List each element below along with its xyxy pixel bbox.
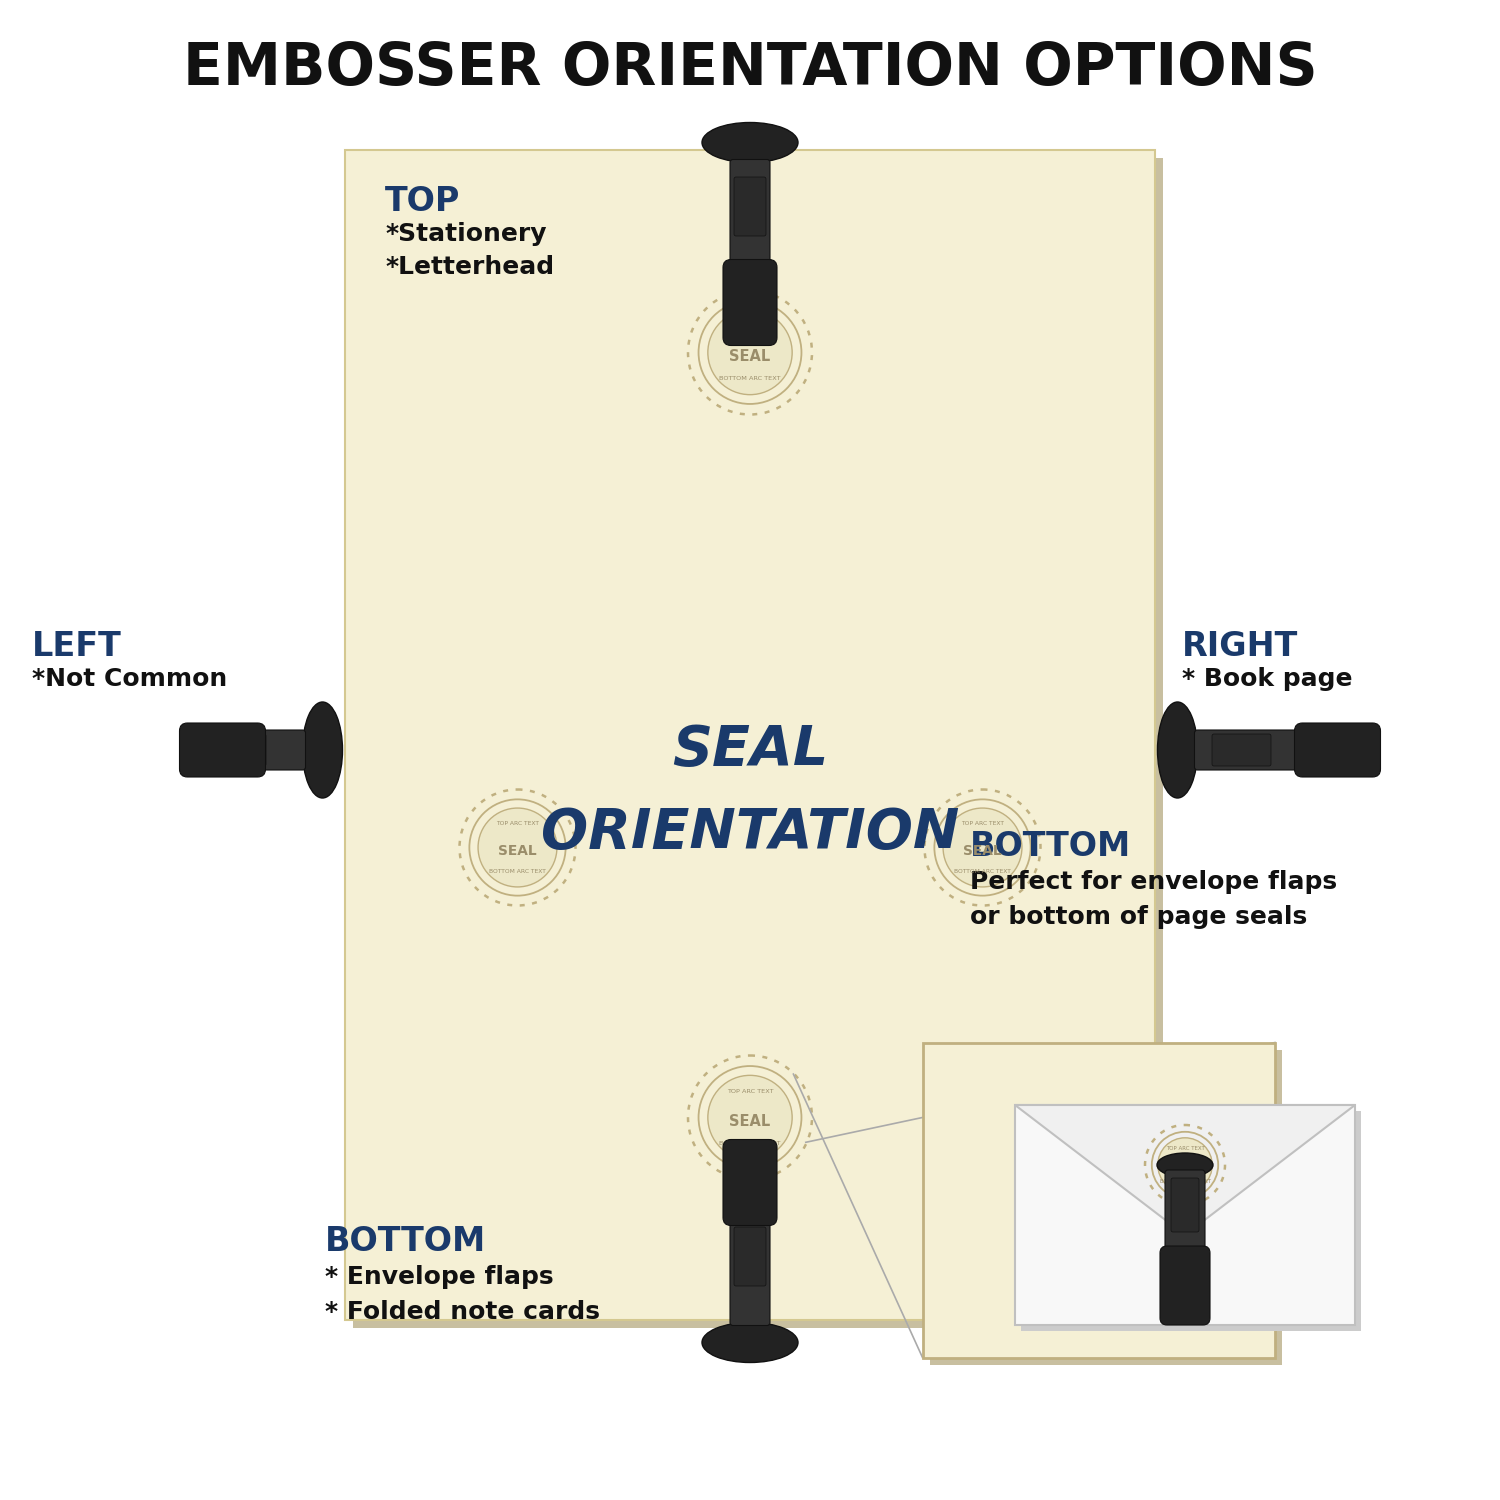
FancyBboxPatch shape (1194, 730, 1311, 770)
Text: TOP: TOP (386, 184, 460, 218)
Text: EMBOSSER ORIENTATION OPTIONS: EMBOSSER ORIENTATION OPTIONS (183, 39, 1317, 96)
Text: LEFT: LEFT (32, 630, 122, 663)
FancyBboxPatch shape (723, 1140, 777, 1226)
FancyBboxPatch shape (1166, 1170, 1204, 1266)
FancyBboxPatch shape (352, 158, 1162, 1328)
Text: SEAL: SEAL (672, 723, 828, 777)
Text: * Envelope flaps: * Envelope flaps (326, 1264, 554, 1288)
Text: TOP ARC TEXT: TOP ARC TEXT (726, 1089, 774, 1094)
FancyBboxPatch shape (1160, 1246, 1210, 1324)
Ellipse shape (303, 702, 342, 798)
FancyBboxPatch shape (930, 1050, 1282, 1365)
Text: * Folded note cards: * Folded note cards (326, 1300, 600, 1324)
Text: BOTTOM ARC TEXT: BOTTOM ARC TEXT (720, 376, 780, 381)
FancyBboxPatch shape (1022, 1112, 1360, 1330)
FancyBboxPatch shape (1016, 1106, 1354, 1324)
FancyBboxPatch shape (730, 159, 770, 276)
Text: SEAL: SEAL (498, 844, 537, 858)
Text: SEAL: SEAL (729, 1113, 771, 1128)
Text: *Not Common: *Not Common (32, 668, 228, 692)
FancyBboxPatch shape (734, 1227, 766, 1286)
FancyBboxPatch shape (1172, 1178, 1198, 1231)
Text: *Stationery: *Stationery (386, 222, 546, 246)
FancyBboxPatch shape (1294, 723, 1380, 777)
FancyBboxPatch shape (207, 734, 266, 766)
Text: SEAL: SEAL (729, 348, 771, 363)
Text: TOP ARC TEXT: TOP ARC TEXT (496, 821, 538, 825)
Text: TOP ARC TEXT: TOP ARC TEXT (726, 324, 774, 328)
FancyBboxPatch shape (1212, 734, 1270, 766)
Text: TOP ARC TEXT: TOP ARC TEXT (1166, 1146, 1204, 1150)
Ellipse shape (1158, 702, 1197, 798)
Circle shape (944, 808, 1022, 886)
Text: Perfect for envelope flaps: Perfect for envelope flaps (970, 870, 1336, 894)
Text: BOTTOM ARC TEXT: BOTTOM ARC TEXT (954, 870, 1011, 874)
Ellipse shape (702, 123, 798, 162)
Text: BOTTOM: BOTTOM (970, 830, 1131, 862)
FancyBboxPatch shape (180, 723, 266, 777)
Circle shape (1158, 1138, 1212, 1192)
Text: ORIENTATION: ORIENTATION (542, 806, 958, 859)
Text: BOTTOM ARC TEXT: BOTTOM ARC TEXT (1058, 1230, 1140, 1239)
Text: SEAL: SEAL (963, 844, 1002, 858)
Ellipse shape (702, 1323, 798, 1362)
FancyBboxPatch shape (730, 1209, 770, 1326)
Text: RIGHT: RIGHT (1182, 630, 1298, 663)
Text: BOTTOM ARC TEXT: BOTTOM ARC TEXT (720, 1142, 780, 1146)
Circle shape (708, 1076, 792, 1160)
FancyBboxPatch shape (345, 150, 1155, 1320)
Text: SEAL: SEAL (1172, 1162, 1198, 1173)
Text: BOTTOM ARC TEXT: BOTTOM ARC TEXT (489, 870, 546, 874)
FancyBboxPatch shape (922, 1042, 1275, 1358)
FancyBboxPatch shape (189, 730, 306, 770)
Text: or bottom of page seals: or bottom of page seals (970, 904, 1306, 928)
Polygon shape (1016, 1106, 1354, 1234)
Text: * Book page: * Book page (1182, 668, 1353, 692)
Text: BOTTOM: BOTTOM (326, 1226, 486, 1258)
Text: *Letterhead: *Letterhead (386, 255, 554, 279)
Ellipse shape (1156, 1154, 1214, 1178)
Circle shape (1042, 1144, 1155, 1256)
Text: TOP ARC TEXT: TOP ARC TEXT (962, 821, 1004, 825)
Circle shape (478, 808, 556, 886)
Circle shape (708, 310, 792, 394)
Text: SEAL: SEAL (1071, 1196, 1126, 1215)
FancyBboxPatch shape (723, 260, 777, 345)
FancyBboxPatch shape (734, 177, 766, 236)
Text: BOTTOM ARC TEXT: BOTTOM ARC TEXT (1160, 1179, 1210, 1185)
Text: TOP ARC TEXT: TOP ARC TEXT (1068, 1161, 1130, 1170)
